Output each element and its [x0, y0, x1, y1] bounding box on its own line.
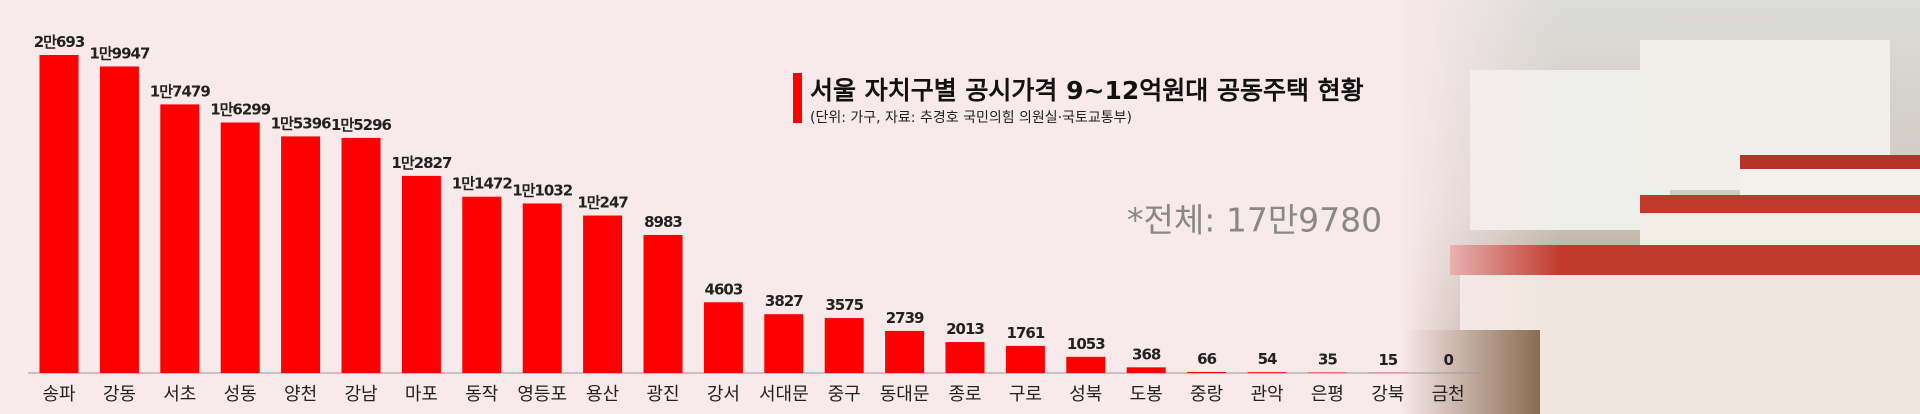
x-tick-label: 강남: [344, 384, 377, 405]
x-tick-label: 성북: [1069, 384, 1102, 405]
x-tick-label: 성동: [224, 384, 257, 405]
bar: [1247, 372, 1287, 373]
bar: [220, 122, 260, 373]
x-tick-label: 동대문: [880, 384, 930, 405]
value-label: 1만1032: [512, 181, 573, 199]
x-tick-label: 중구: [828, 384, 861, 405]
x-tick-label: 은평: [1311, 384, 1344, 405]
bar: [160, 104, 200, 373]
x-tick-label: 관악: [1250, 384, 1283, 405]
x-tick-label: 종로: [948, 384, 981, 405]
value-label: 1761: [1007, 324, 1045, 342]
bar: [341, 137, 381, 373]
value-label: 1만5296: [331, 116, 392, 134]
bar: [462, 196, 502, 373]
chart-title: 서울 자치구별 공시가격 9~12억원대 공동주택 현황: [810, 76, 1364, 105]
bar: [1126, 367, 1166, 373]
x-tick-label: 금천: [1432, 384, 1465, 405]
value-label: 2013: [946, 320, 984, 338]
value-label: 1만247: [577, 194, 628, 212]
value-label: 35: [1318, 350, 1337, 368]
title-marker: [793, 73, 802, 123]
x-tick-label: 동작: [465, 384, 498, 405]
x-tick-label: 광진: [646, 384, 679, 405]
value-label: 1만7479: [150, 82, 211, 100]
bar: [1187, 371, 1227, 373]
value-label: 2739: [886, 309, 924, 327]
bar: [522, 203, 562, 373]
value-label: 3827: [765, 292, 803, 310]
value-label: 66: [1197, 350, 1216, 368]
bar: [1005, 345, 1045, 373]
x-tick-label: 강서: [707, 384, 740, 405]
bar: [1307, 372, 1347, 373]
total-annotation: *전체: 17만9780: [1127, 201, 1382, 240]
x-tick-label: 마포: [405, 384, 438, 405]
value-label: 4603: [705, 280, 743, 298]
x-tick-label: 구로: [1009, 384, 1042, 405]
value-label: 0: [1443, 351, 1453, 369]
value-label: 15: [1378, 351, 1397, 369]
bar: [401, 175, 441, 373]
chart-subtitle: (단위: 가구, 자료: 추경호 국민의힘 의원실·국토교통부): [810, 110, 1132, 126]
value-label: 3575: [825, 296, 863, 314]
x-tick-label: 도봉: [1130, 384, 1163, 405]
x-tick-label: 강북: [1371, 384, 1404, 405]
bar: [583, 215, 623, 373]
x-tick-label: 중랑: [1190, 384, 1223, 405]
x-tick-label: 송파: [42, 384, 76, 405]
x-tick-label: 서초: [163, 384, 196, 405]
bar: [764, 314, 804, 373]
value-label: 1만9947: [89, 44, 150, 62]
value-label: 8983: [644, 213, 682, 231]
x-tick-label: 강동: [103, 384, 136, 405]
x-tick-label: 영등포: [517, 384, 567, 405]
x-tick-label: 용산: [586, 384, 619, 405]
value-label: 2만693: [34, 33, 85, 51]
bar: [99, 66, 139, 373]
bar: [703, 302, 743, 373]
photo: [1400, 0, 1920, 414]
value-label: 1만1472: [452, 175, 513, 193]
x-tick-label: 서대문: [759, 384, 809, 405]
value-label: 1만5396: [271, 114, 332, 132]
x-tick-label: 양천: [284, 384, 317, 405]
value-label: 1053: [1067, 335, 1105, 353]
bar: [945, 342, 985, 373]
bar: [643, 234, 683, 373]
value-label: 1만2827: [391, 154, 452, 172]
value-label: 1만6299: [210, 101, 271, 119]
bar: [885, 330, 925, 373]
bar: [824, 318, 864, 373]
bar: [39, 55, 79, 373]
value-label: 368: [1132, 345, 1161, 363]
bar: [281, 136, 321, 373]
bar: [1066, 356, 1106, 373]
value-label: 54: [1258, 350, 1277, 368]
